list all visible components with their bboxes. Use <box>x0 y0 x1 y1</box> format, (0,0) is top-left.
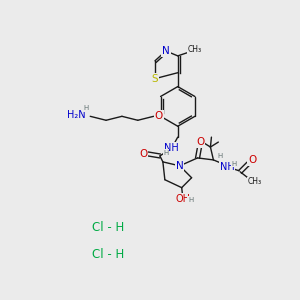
Text: CH₃: CH₃ <box>188 45 202 54</box>
Text: H: H <box>232 161 237 167</box>
Text: NH: NH <box>220 162 235 172</box>
Text: Cl - H: Cl - H <box>92 221 124 234</box>
Text: O: O <box>196 137 205 147</box>
Text: Cl - H: Cl - H <box>92 248 124 260</box>
Text: OH: OH <box>175 194 190 203</box>
Text: H₂N: H₂N <box>67 110 85 120</box>
Text: H: H <box>163 150 169 156</box>
Text: H: H <box>218 153 223 159</box>
Text: N: N <box>162 46 170 56</box>
Text: CH₃: CH₃ <box>248 177 262 186</box>
Text: NH: NH <box>164 143 179 153</box>
Text: O: O <box>154 111 163 121</box>
Text: H: H <box>84 105 89 111</box>
Text: O: O <box>139 149 147 159</box>
Text: O: O <box>248 155 256 165</box>
Text: H: H <box>188 196 193 202</box>
Text: N: N <box>176 161 184 171</box>
Text: S: S <box>152 74 158 84</box>
